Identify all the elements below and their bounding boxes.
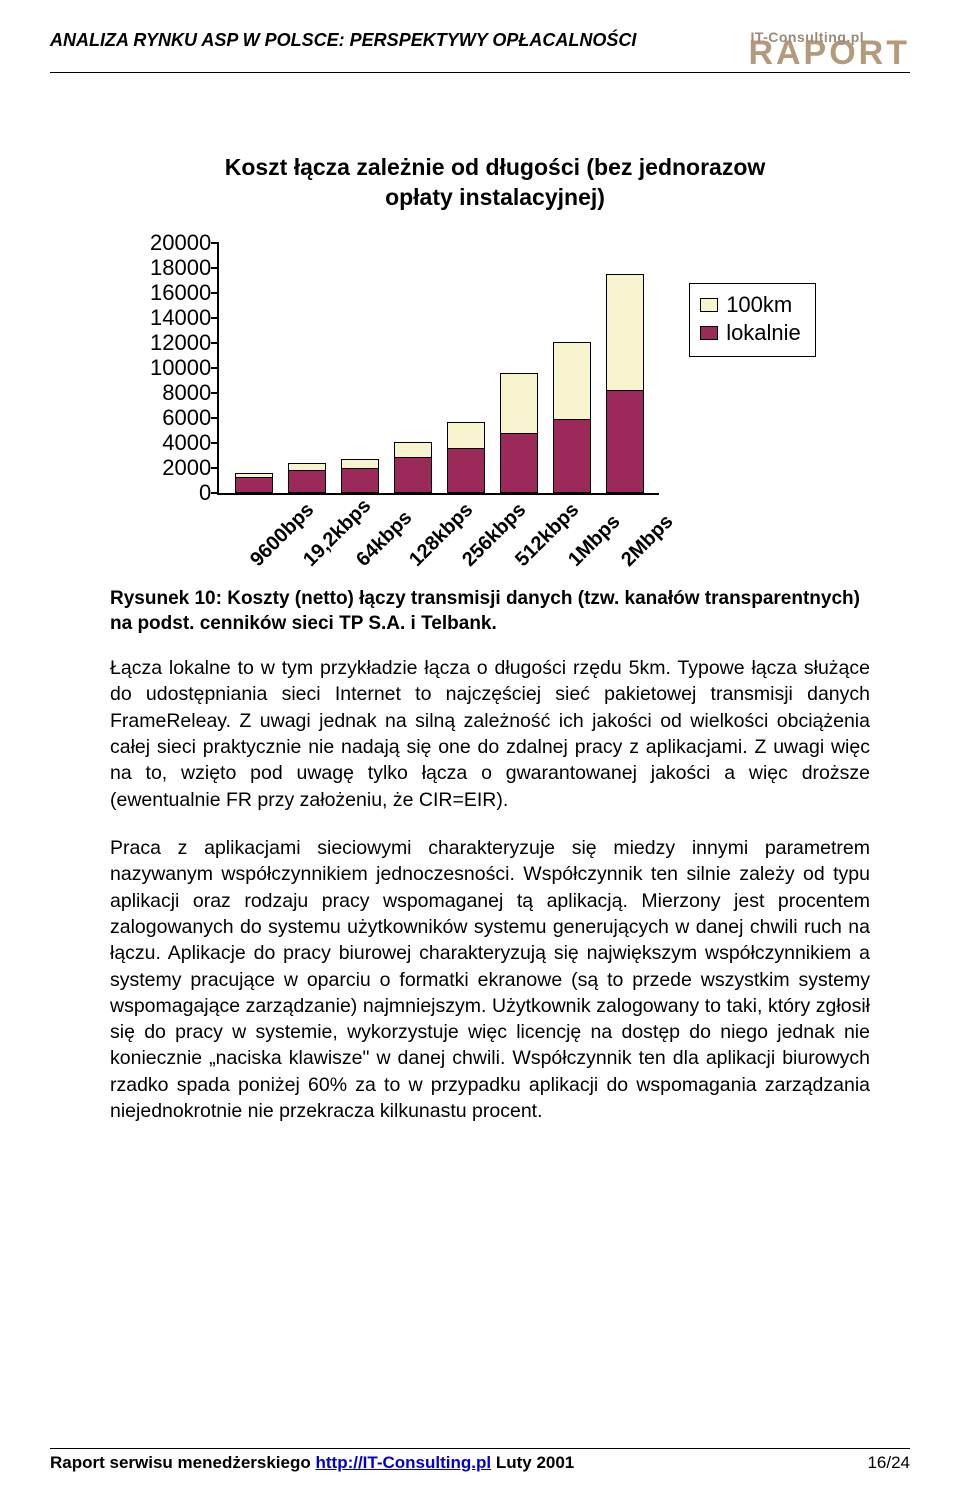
- paragraph-2: Praca z aplikacjami sieciowymi charakter…: [110, 835, 870, 1124]
- bar: [341, 459, 379, 493]
- chart-title: Koszt łącza zależnie od długości (bez je…: [150, 153, 840, 213]
- bar: [553, 342, 591, 493]
- page-header: ANALIZA RYNKU ASP W POLSCE: PERSPEKTYWY …: [50, 30, 910, 73]
- bar: [500, 373, 538, 493]
- footer-left: Raport serwisu menedżerskiego http://IT-…: [50, 1453, 574, 1473]
- legend-item: 100km: [700, 292, 801, 318]
- footer-prefix: Raport serwisu menedżerskiego: [50, 1453, 315, 1472]
- bar: [235, 473, 273, 493]
- chart-title-line2: opłaty instalacyjnej): [385, 184, 605, 210]
- footer-suffix: Luty 2001: [491, 1453, 574, 1472]
- figure-caption: Rysunek 10: Koszty (netto) łączy transmi…: [110, 586, 870, 637]
- paragraph-1: Łącza lokalne to w tym przykładzie łącza…: [110, 655, 870, 813]
- page-number: 16/24: [867, 1453, 910, 1473]
- page-footer: Raport serwisu menedżerskiego http://IT-…: [50, 1448, 910, 1473]
- x-tick: 2Mbps: [617, 528, 660, 571]
- logo: IT-Consulting.pl RAPORT: [748, 30, 910, 70]
- x-tick: 9600bps: [246, 528, 289, 571]
- bar: [606, 274, 644, 493]
- footer-link[interactable]: http://IT-Consulting.pl: [315, 1453, 491, 1472]
- x-axis: 9600bps19,2kbps64kbps128kbps256kbps512kb…: [219, 493, 659, 526]
- bar: [447, 422, 485, 493]
- bar: [394, 442, 432, 493]
- x-tick: 1Mbps: [564, 528, 607, 571]
- logo-subtitle: IT-Consulting.pl: [750, 30, 912, 44]
- x-tick: 19,2kbps: [299, 528, 342, 571]
- header-title: ANALIZA RYNKU ASP W POLSCE: PERSPEKTYWY …: [50, 30, 636, 51]
- x-tick: 256kbps: [458, 528, 501, 571]
- bar: [288, 463, 326, 493]
- legend-item: lokalnie: [700, 320, 801, 346]
- x-tick: 512kbps: [511, 528, 554, 571]
- y-axis: 0200040006000800010000120001400016000180…: [150, 233, 219, 483]
- x-tick: 128kbps: [405, 528, 448, 571]
- chart: Koszt łącza zależnie od długości (bez je…: [150, 153, 840, 526]
- legend: 100kmlokalnie: [689, 283, 816, 357]
- chart-title-line1: Koszt łącza zależnie od długości (bez je…: [225, 154, 766, 180]
- x-tick: 64kbps: [352, 528, 395, 571]
- plot-area: [219, 243, 659, 493]
